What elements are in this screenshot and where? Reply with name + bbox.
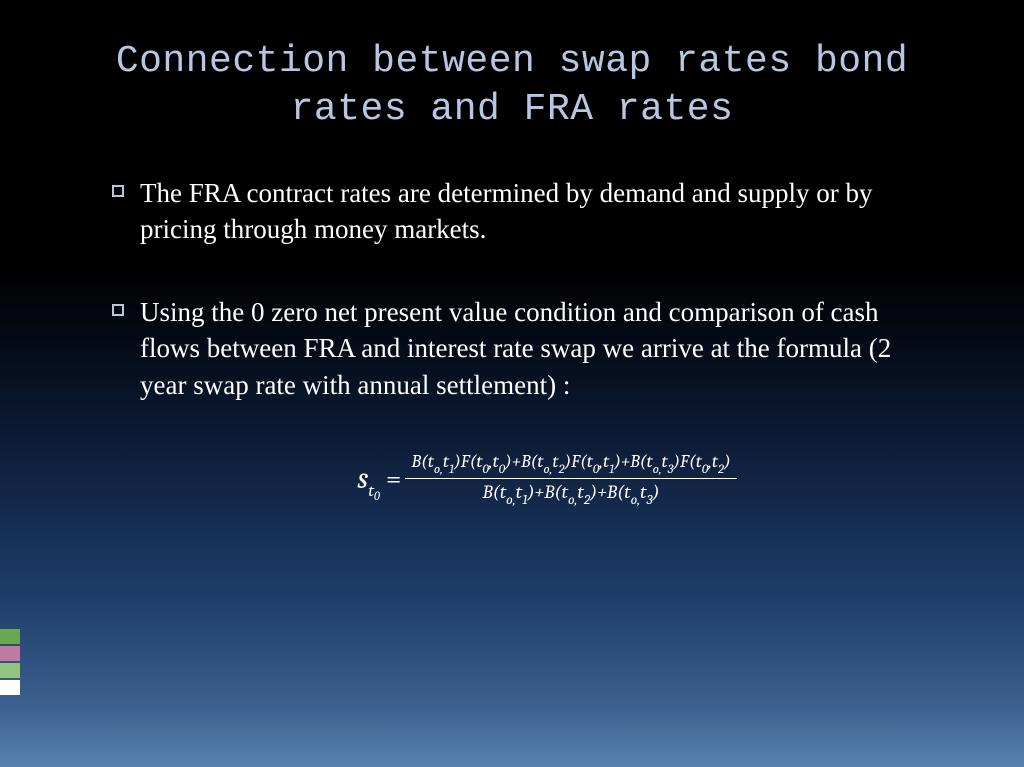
bullet-text: The FRA contract rates are determined by… [140,175,942,248]
formula-fraction: B(to,t1)F(t0,t0)+B(to,t2)F(t0,t1)+B(to,t… [405,449,736,508]
formula: s t 0 = B(to,t1)F(t0,t0)+B(to,t2)F(t0,t1… [112,449,942,508]
side-color-tabs [0,627,20,695]
lhs-subsub: 0 [374,489,380,503]
bullet-item: The FRA contract rates are determined by… [112,175,942,248]
equals-sign: = [386,463,402,495]
numerator: B(to,t1)F(t0,t0)+B(to,t2)F(t0,t1)+B(to,t… [405,449,736,478]
side-tab [0,629,20,644]
square-bullet-icon [112,185,124,197]
side-tab [0,680,20,695]
bullet-item: Using the 0 zero net present value condi… [112,294,942,403]
side-tab [0,646,20,661]
bullet-text: Using the 0 zero net present value condi… [140,294,942,403]
square-bullet-icon [112,304,124,316]
formula-lhs: s t 0 [357,461,380,496]
side-tab [0,663,20,678]
slide-body: The FRA contract rates are determined by… [72,175,952,509]
lhs-base: s [357,461,368,496]
slide: Connection between swap rates bond rates… [0,0,1024,767]
slide-title: Connection between swap rates bond rates… [72,38,952,133]
denominator: B(to,t1)+B(to,t2)+B(to,t3) [476,479,665,509]
